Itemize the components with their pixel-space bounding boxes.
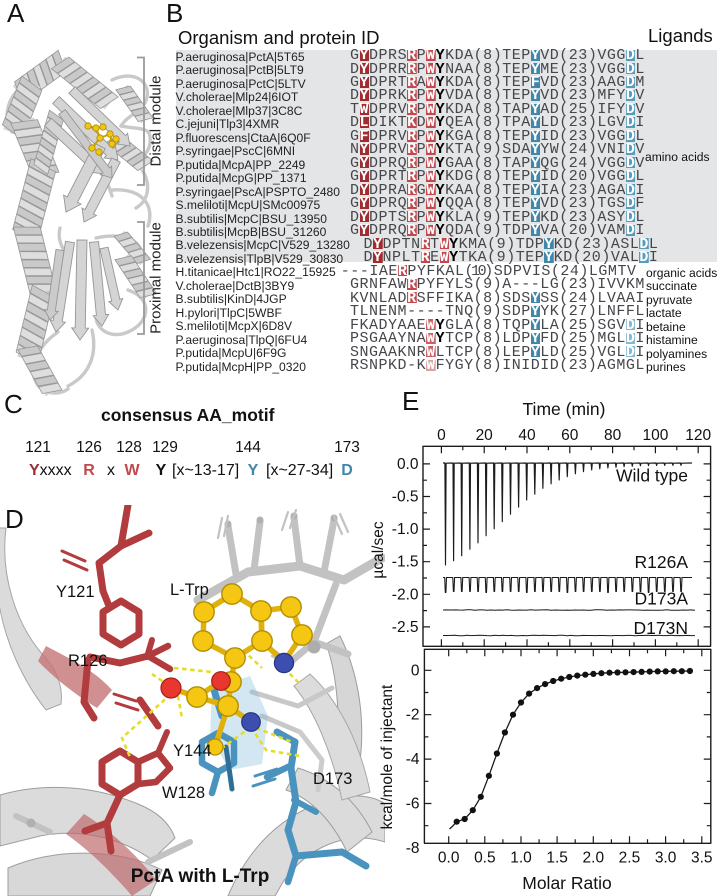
svg-text:-4: -4 [406,751,420,768]
svg-text:D173: D173 [313,770,352,788]
svg-text:80: 80 [604,427,622,444]
svg-text:0.0: 0.0 [438,850,460,867]
svg-text:1.0: 1.0 [510,850,532,867]
svg-text:-0.5: -0.5 [392,489,419,506]
svg-text:0: 0 [437,427,446,444]
svg-text:W128: W128 [162,784,205,802]
svg-text:-1.0: -1.0 [392,521,419,538]
svg-text:-6: -6 [406,796,420,813]
svg-text:0.5: 0.5 [474,850,496,867]
svg-text:0.0: 0.0 [397,456,419,473]
svg-text:-1.5: -1.5 [392,554,419,571]
svg-text:D173N: D173N [634,618,688,638]
svg-text:20: 20 [476,427,494,444]
svg-text:-2.0: -2.0 [392,586,419,603]
svg-text:3.5: 3.5 [691,850,713,867]
svg-text:D173A: D173A [634,589,688,609]
svg-text:L-Trp: L-Trp [170,581,209,599]
svg-text:0: 0 [411,662,420,679]
svg-text:3.0: 3.0 [655,850,677,867]
svg-text:-2: -2 [406,707,420,724]
svg-text:Y144: Y144 [173,742,212,760]
svg-text:Molar Ratio: Molar Ratio [522,873,611,893]
svg-text:Wild type: Wild type [616,466,688,486]
svg-text:Time (min): Time (min) [523,399,606,419]
svg-text:40: 40 [518,427,536,444]
svg-text:1.5: 1.5 [546,850,568,867]
svg-text:Distal module: Distal module [147,76,164,167]
svg-text:R126A: R126A [634,552,688,572]
svg-text:2.0: 2.0 [583,850,605,867]
svg-text:-8: -8 [406,840,420,857]
svg-text:µcal/sec: µcal/sec [370,521,387,578]
svg-text:60: 60 [561,427,579,444]
svg-text:Y121: Y121 [56,583,95,601]
svg-text:100: 100 [642,427,668,444]
svg-text:kcal/mole of injectant: kcal/mole of injectant [379,684,396,829]
svg-text:R126: R126 [68,652,107,670]
svg-text:120: 120 [685,427,711,444]
svg-text:-2.5: -2.5 [392,619,419,636]
svg-text:Proximal module: Proximal module [147,222,164,334]
svg-text:2.5: 2.5 [619,850,641,867]
